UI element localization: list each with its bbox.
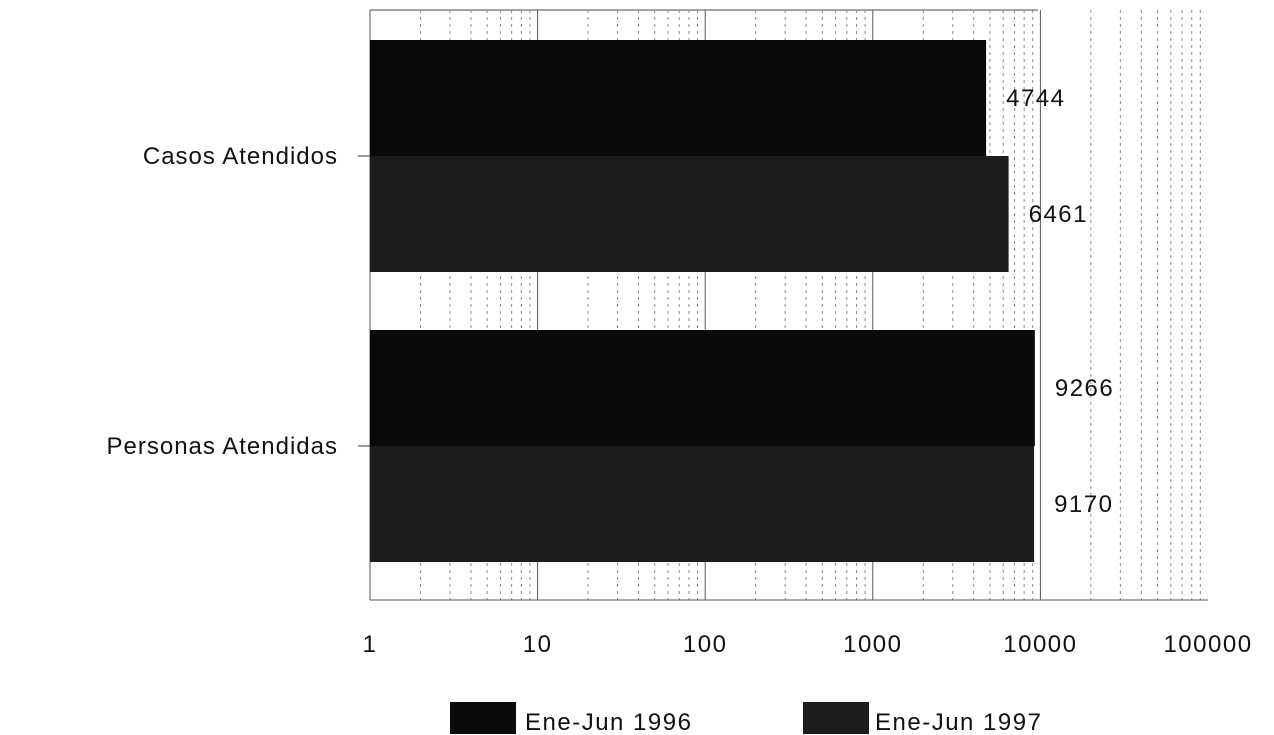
bar: [370, 446, 1035, 562]
category-labels: Casos Atendidos Personas Atendidas: [107, 143, 370, 460]
legend-label: Ene-Jun 1996: [525, 709, 692, 735]
legend: Ene-Jun 1996 Ene-Jun 1997: [450, 702, 1042, 735]
x-axis: 1 10 100 1000 10000 100000: [363, 599, 1252, 658]
x-tick-label: 100: [683, 631, 728, 658]
data-label: 6461: [1029, 201, 1088, 228]
bar: [370, 156, 1009, 272]
category-label: Casos Atendidos: [143, 143, 338, 170]
legend-swatch: [803, 702, 869, 734]
bar: [370, 40, 987, 156]
value-labels: 4744 6461 9266 9170: [1006, 85, 1114, 518]
data-label: 4744: [1006, 85, 1065, 112]
bar: [370, 330, 1035, 446]
legend-label: Ene-Jun 1997: [875, 709, 1042, 735]
x-tick-label: 10000: [1003, 631, 1077, 658]
x-tick-label: 1: [363, 631, 378, 658]
data-label: 9170: [1054, 491, 1113, 518]
x-tick-label: 10: [523, 631, 553, 658]
data-label: 9266: [1055, 375, 1114, 402]
x-tick-label: 1000: [843, 631, 902, 658]
legend-swatch: [450, 702, 516, 734]
x-tick-label: 100000: [1163, 631, 1252, 658]
category-label: Personas Atendidas: [107, 433, 338, 460]
bars: [370, 40, 1035, 562]
